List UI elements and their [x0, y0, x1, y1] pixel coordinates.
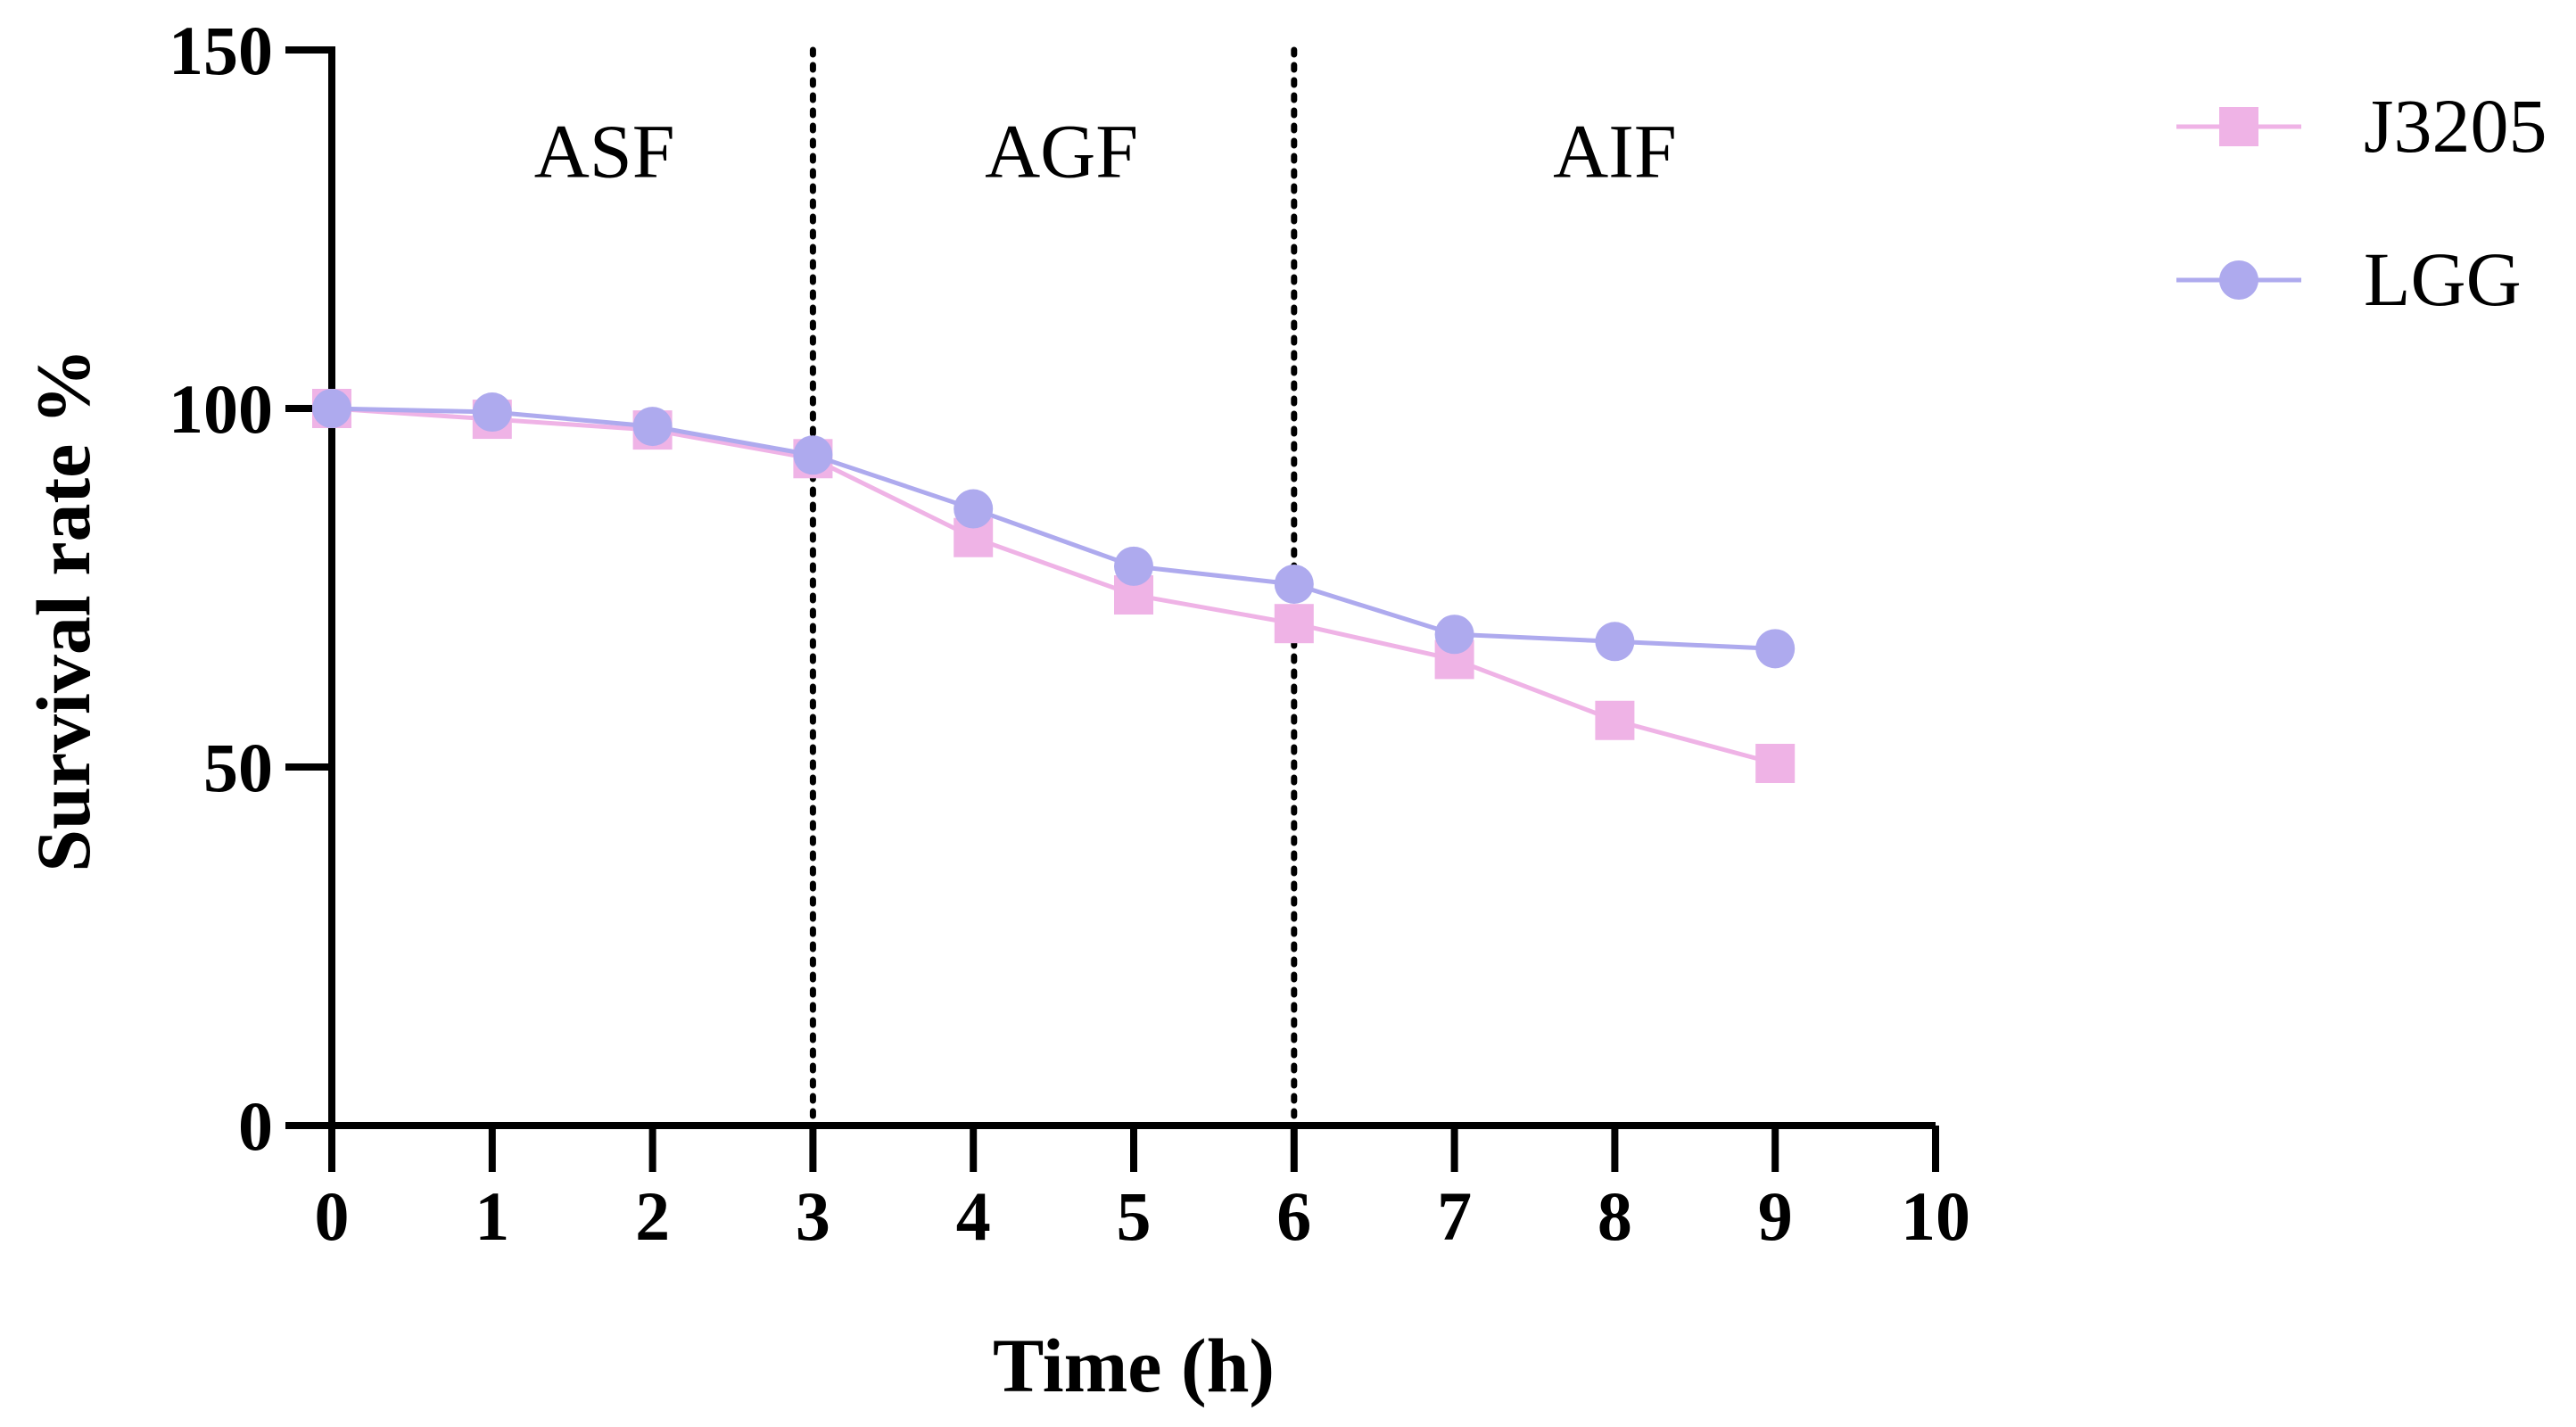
x-axis-title: Time (h) [993, 1323, 1275, 1408]
data-point-j3205 [1595, 700, 1635, 740]
series-line-lgg [331, 406, 1776, 651]
x-tick-label: 7 [1437, 1177, 1472, 1255]
x-tick-label: 6 [1276, 1177, 1311, 1255]
x-tick-label: 0 [315, 1177, 350, 1255]
legend-label-j3205: J3205 [2364, 83, 2547, 169]
data-point-lgg [1755, 629, 1796, 669]
phase-label-agf: AGF [985, 109, 1138, 194]
series-line-j3205 [331, 406, 1776, 766]
data-point-lgg [312, 389, 351, 428]
data-point-lgg [1274, 564, 1314, 604]
y-tick-label: 0 [238, 1087, 273, 1165]
legend-marker-lgg [2219, 260, 2258, 300]
x-tick-label: 2 [635, 1177, 670, 1255]
x-tick-label: 8 [1598, 1177, 1632, 1255]
x-tick-label: 3 [796, 1177, 830, 1255]
axes: 0 50 100 150 0 1 2 3 4 5 6 7 8 9 10 [169, 12, 1970, 1255]
data-point-lgg [1595, 622, 1635, 662]
y-axis-title: Survival rate % [21, 348, 106, 872]
phase-label-aif: AIF [1553, 109, 1677, 194]
phase-label-asf: ASF [534, 109, 675, 194]
legend-item-lgg: LGG [2176, 236, 2522, 322]
legend: J3205 LGG [2176, 83, 2547, 322]
legend-label-lgg: LGG [2364, 236, 2522, 322]
x-tick-label: 1 [475, 1177, 509, 1255]
x-tick-label: 10 [1901, 1177, 1970, 1255]
y-tick-label: 150 [169, 12, 273, 89]
phase-dividers [809, 46, 1298, 1129]
data-series [312, 389, 1796, 783]
data-point-j3205 [1274, 604, 1314, 644]
x-tick-label: 4 [956, 1177, 991, 1255]
data-point-lgg [632, 407, 673, 447]
y-tick-label: 50 [203, 729, 273, 806]
legend-marker-j3205 [2219, 107, 2258, 146]
data-point-j3205 [1755, 743, 1796, 783]
legend-item-j3205: J3205 [2176, 83, 2547, 169]
data-point-lgg [793, 435, 833, 475]
data-point-lgg [1434, 615, 1474, 655]
y-tick-label: 100 [169, 370, 273, 448]
phase-labels: ASF AGF AIF [534, 109, 1677, 194]
data-point-lgg [954, 489, 994, 529]
data-point-lgg [1114, 546, 1153, 586]
data-point-lgg [472, 392, 512, 433]
x-tick-label: 9 [1758, 1177, 1793, 1255]
x-tick-label: 5 [1117, 1177, 1152, 1255]
